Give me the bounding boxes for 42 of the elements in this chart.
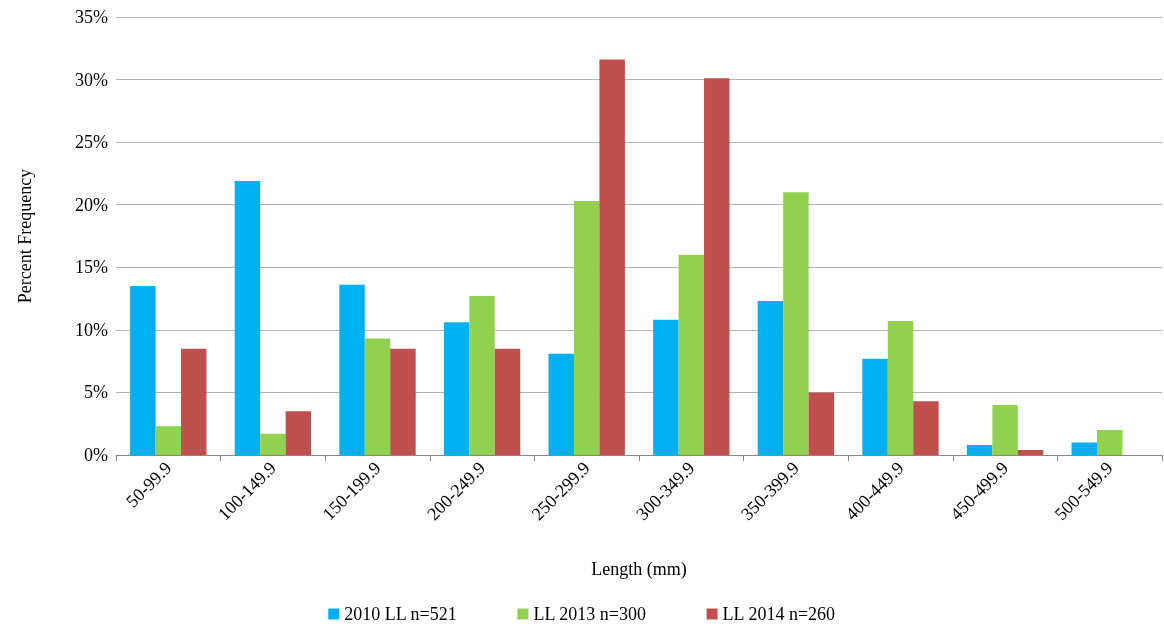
y-tick-label: 5% <box>84 382 108 403</box>
bar <box>1096 429 1123 455</box>
bar <box>234 180 261 455</box>
bar <box>339 284 365 455</box>
bar <box>966 444 993 455</box>
bar <box>887 321 914 455</box>
bar <box>155 426 182 455</box>
bar <box>678 254 705 455</box>
y-tick-label: 25% <box>75 132 108 153</box>
y-tick-label: 0% <box>84 445 108 465</box>
bar <box>548 353 574 455</box>
bar <box>390 348 416 455</box>
bar <box>364 338 391 455</box>
bar <box>181 348 207 455</box>
bar <box>862 358 888 455</box>
bar <box>992 404 1018 455</box>
y-tick-label: 35% <box>75 7 108 27</box>
bar <box>783 192 809 455</box>
legend-label: LL 2013 n=300 <box>533 604 646 624</box>
x-axis-title: Length (mm) <box>591 559 687 580</box>
bar <box>653 319 679 455</box>
bar <box>130 286 156 455</box>
bar <box>573 200 600 455</box>
bar <box>757 301 784 455</box>
bar <box>1071 442 1097 455</box>
bar <box>260 433 286 455</box>
y-tick-label: 20% <box>75 194 108 215</box>
y-tick-label: 15% <box>75 257 108 278</box>
y-tick-label: 30% <box>75 69 108 90</box>
bar <box>469 296 495 455</box>
bar <box>285 411 312 455</box>
y-axis-title: Percent Frequency <box>15 168 35 304</box>
bar <box>808 392 835 455</box>
y-tick-label: 10% <box>75 319 108 340</box>
bar <box>599 59 625 455</box>
legend-label: LL 2014 n=260 <box>722 604 836 624</box>
bar <box>1017 449 1044 455</box>
bar <box>913 401 939 455</box>
legend-label: 2010 LL n=521 <box>344 604 457 624</box>
bar <box>704 78 730 455</box>
bar <box>494 348 521 455</box>
bar <box>443 322 470 455</box>
